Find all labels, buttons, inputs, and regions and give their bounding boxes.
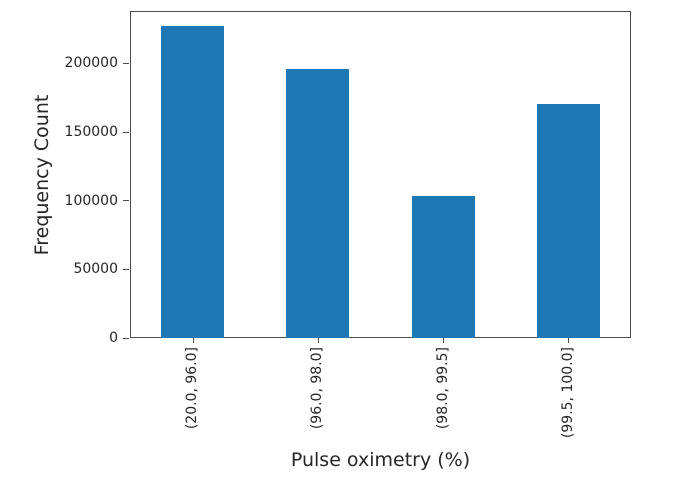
- y-axis-label: Frequency Count: [31, 94, 53, 256]
- y-tick-label: 100000: [64, 192, 118, 209]
- bar-0: [161, 25, 225, 338]
- x-tick-label: (98.0, 99.5]: [434, 347, 451, 430]
- plot-area: [130, 11, 631, 338]
- x-tick-mark: [318, 338, 319, 343]
- x-tick-mark: [193, 338, 194, 343]
- y-tick-mark: [123, 63, 129, 64]
- x-tick-mark: [568, 338, 569, 343]
- y-tick-label: 0: [109, 330, 118, 346]
- bar-3: [536, 104, 600, 338]
- y-tick-label: 200000: [64, 55, 118, 71]
- y-tick-mark: [123, 269, 129, 270]
- y-tick-label: 50000: [73, 261, 118, 278]
- bar-2: [411, 196, 475, 338]
- x-tick-label: (96.0, 98.0]: [309, 347, 326, 430]
- y-tick-mark: [123, 132, 129, 133]
- y-tick-mark: [123, 200, 129, 201]
- y-tick-mark: [123, 338, 129, 339]
- x-tick-label: (99.5, 100.0]: [559, 347, 576, 439]
- bar-1: [286, 68, 350, 338]
- x-axis-label: Pulse oximetry (%): [290, 449, 471, 471]
- y-tick-label: 150000: [64, 123, 118, 140]
- x-tick-mark: [443, 338, 444, 343]
- x-tick-label: (20.0, 96.0]: [184, 347, 201, 430]
